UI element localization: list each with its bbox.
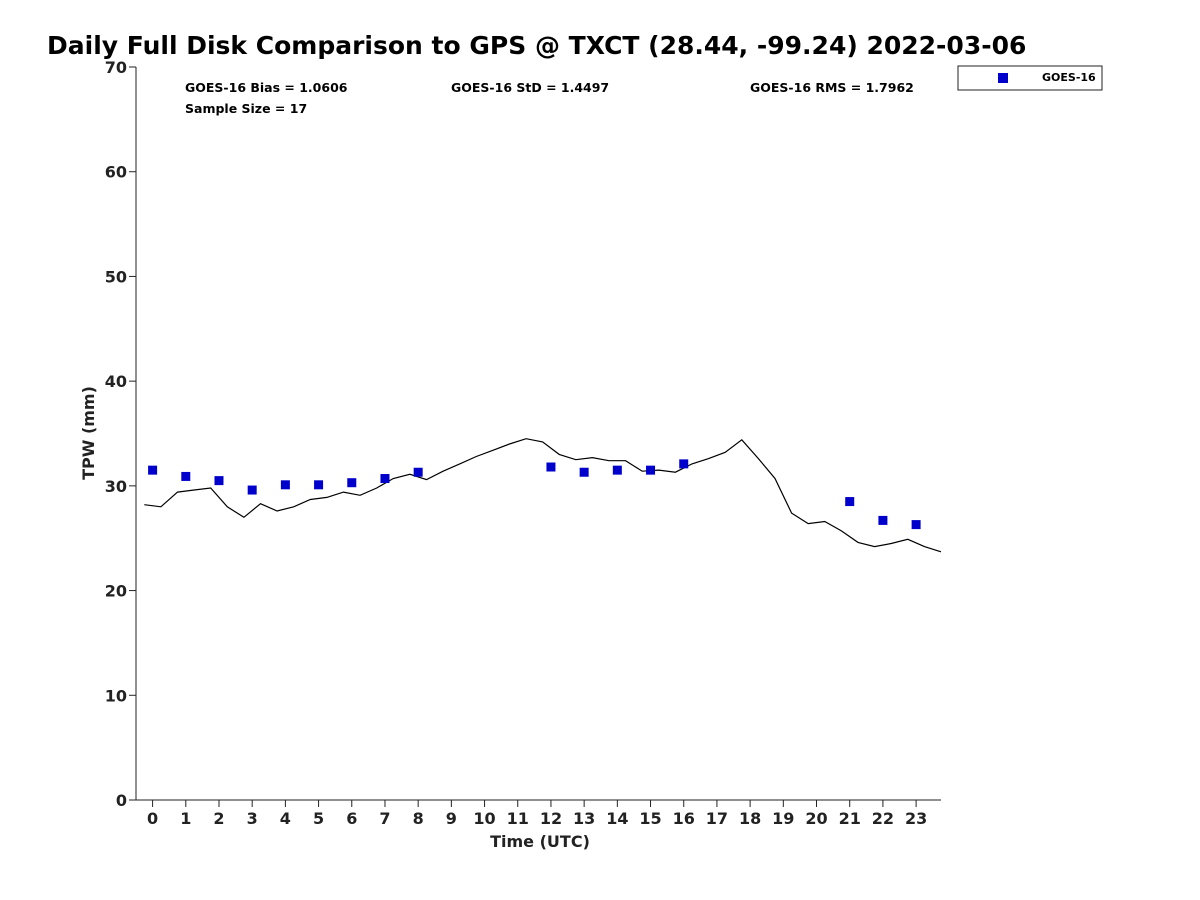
sample-size-stat: Sample Size = 17 — [185, 101, 307, 116]
x-tick-label: 19 — [772, 809, 794, 828]
x-tick-label: 14 — [606, 809, 628, 828]
y-tick-label: 60 — [105, 163, 127, 182]
goes-16-point — [413, 467, 423, 477]
goes-16-point — [148, 465, 158, 475]
goes-16-point — [380, 474, 390, 484]
goes-16-point — [214, 476, 224, 486]
x-tick-label: 17 — [706, 809, 728, 828]
y-tick-label: 40 — [105, 372, 127, 391]
goes-16-point — [247, 485, 257, 495]
x-tick-label: 11 — [507, 809, 529, 828]
plot-frame — [136, 67, 941, 800]
goes-16-point — [280, 480, 290, 490]
x-ticks: 0 1 2 3 4 5 6 7 8 9 10 11 12 13 14 15 16 17 18 19 20 21 22 23 — [147, 800, 927, 828]
x-tick-label: 20 — [805, 809, 827, 828]
x-tick-label: 7 — [379, 809, 390, 828]
std-stat: GOES-16 StD = 1.4497 — [451, 80, 609, 95]
goes-16-point — [911, 520, 921, 530]
x-tick-label: 22 — [872, 809, 894, 828]
goes-16-point — [347, 478, 357, 488]
goes-16-point — [314, 480, 324, 490]
y-tick-label: 0 — [116, 791, 127, 810]
goes-16-point — [612, 465, 622, 475]
x-tick-label: 1 — [180, 809, 191, 828]
legend-box — [957, 65, 1103, 91]
x-tick-label: 3 — [247, 809, 258, 828]
rms-stat: GOES-16 RMS = 1.7962 — [750, 80, 914, 95]
x-tick-label: 16 — [673, 809, 695, 828]
x-axis-label: Time (UTC) — [490, 832, 590, 851]
x-tick-label: 4 — [280, 809, 291, 828]
y-axis-label: TPW (mm) — [79, 386, 98, 480]
goes-16-point — [546, 462, 556, 472]
series-layer — [144, 438, 942, 553]
x-tick-label: 21 — [839, 809, 861, 828]
x-tick-label: 6 — [346, 809, 357, 828]
y-tick-label: 70 — [105, 58, 127, 77]
x-tick-label: 10 — [473, 809, 495, 828]
x-tick-label: 8 — [413, 809, 424, 828]
y-tick-label: 30 — [105, 477, 127, 496]
x-tick-label: 18 — [739, 809, 761, 828]
y-tick-label: 20 — [105, 582, 127, 601]
x-tick-label: 2 — [213, 809, 224, 828]
bias-stat: GOES-16 Bias = 1.0606 — [185, 80, 348, 95]
x-tick-label: 13 — [573, 809, 595, 828]
goes-16-point — [181, 471, 191, 481]
goes-16-point — [878, 515, 888, 525]
goes-16-point — [646, 465, 656, 475]
x-tick-label: 5 — [313, 809, 324, 828]
legend: GOES-16 — [957, 65, 1103, 91]
x-tick-label: 15 — [639, 809, 661, 828]
x-tick-label: 23 — [905, 809, 927, 828]
legend-marker-goes-16 — [998, 73, 1008, 83]
y-tick-label: 10 — [105, 686, 127, 705]
plot-area: 0 1 2 3 4 5 6 7 8 9 10 11 12 13 14 15 16 17 18 19 20 21 22 23 0… — [105, 58, 942, 828]
chart-title: Daily Full Disk Comparison to GPS @ TXCT… — [47, 31, 1026, 60]
x-tick-label: 0 — [147, 809, 158, 828]
y-tick-label: 50 — [105, 267, 127, 286]
x-tick-label: 9 — [446, 809, 457, 828]
x-tick-label: 12 — [540, 809, 562, 828]
gps-tpw-line — [144, 438, 942, 553]
goes-16-point — [679, 459, 689, 469]
y-ticks: 0 10 20 30 40 50 60 70 — [105, 58, 136, 810]
goes-16-point — [579, 467, 589, 477]
goes-16-point — [845, 497, 855, 507]
legend-label-goes-16: GOES-16 — [1042, 71, 1096, 84]
